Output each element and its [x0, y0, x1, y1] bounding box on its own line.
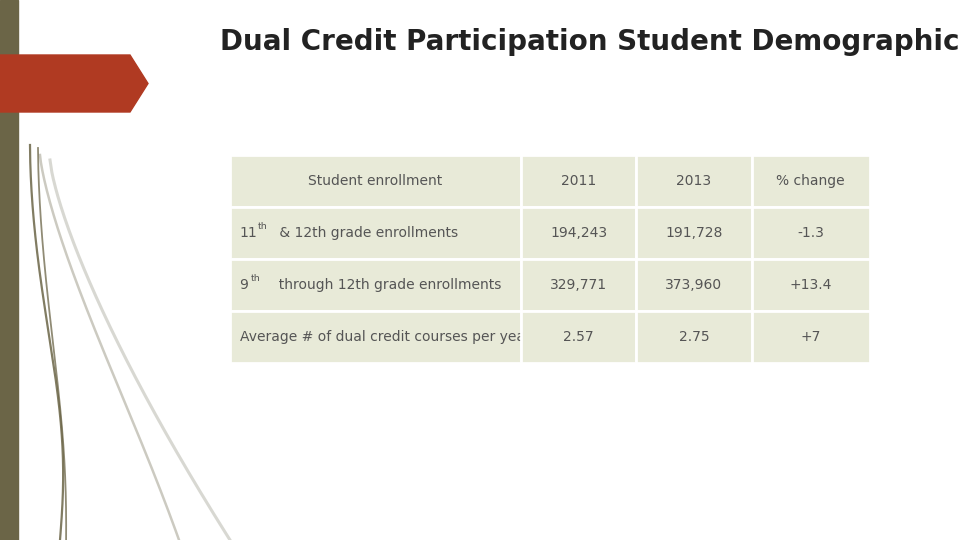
Text: +7: +7 [801, 330, 821, 344]
Text: 11: 11 [240, 226, 257, 240]
Text: -1.3: -1.3 [798, 226, 825, 240]
Text: Dual Credit Participation Student Demographics: Dual Credit Participation Student Demogr… [220, 28, 960, 56]
Bar [752, 311, 870, 363]
Bar [636, 311, 752, 363]
Bar [230, 155, 521, 207]
Text: 329,771: 329,771 [550, 278, 608, 292]
Text: 2011: 2011 [562, 174, 596, 188]
Bar [521, 311, 636, 363]
Text: Student enrollment: Student enrollment [308, 174, 443, 188]
Bar [752, 207, 870, 259]
Text: 191,728: 191,728 [665, 226, 723, 240]
Bar [752, 259, 870, 311]
Text: through 12th grade enrollments: through 12th grade enrollments [271, 278, 502, 292]
Text: +13.4: +13.4 [790, 278, 832, 292]
Text: 2.57: 2.57 [564, 330, 594, 344]
Text: Average # of dual credit courses per year: Average # of dual credit courses per yea… [240, 330, 530, 344]
Bar [230, 311, 521, 363]
Bar [230, 259, 521, 311]
Text: 2013: 2013 [677, 174, 711, 188]
Text: 9: 9 [240, 278, 249, 292]
Text: 2.75: 2.75 [679, 330, 709, 344]
Bar [636, 155, 752, 207]
Bar [752, 155, 870, 207]
Bar [521, 155, 636, 207]
Bar [636, 207, 752, 259]
Bar [230, 207, 521, 259]
Bar [521, 259, 636, 311]
Text: th: th [257, 222, 267, 231]
Text: % change: % change [777, 174, 845, 188]
Bar [521, 207, 636, 259]
Text: th: th [252, 274, 261, 282]
Text: & 12th grade enrollments: & 12th grade enrollments [276, 226, 459, 240]
Text: 194,243: 194,243 [550, 226, 608, 240]
Text: 373,960: 373,960 [665, 278, 723, 292]
Bar [636, 259, 752, 311]
